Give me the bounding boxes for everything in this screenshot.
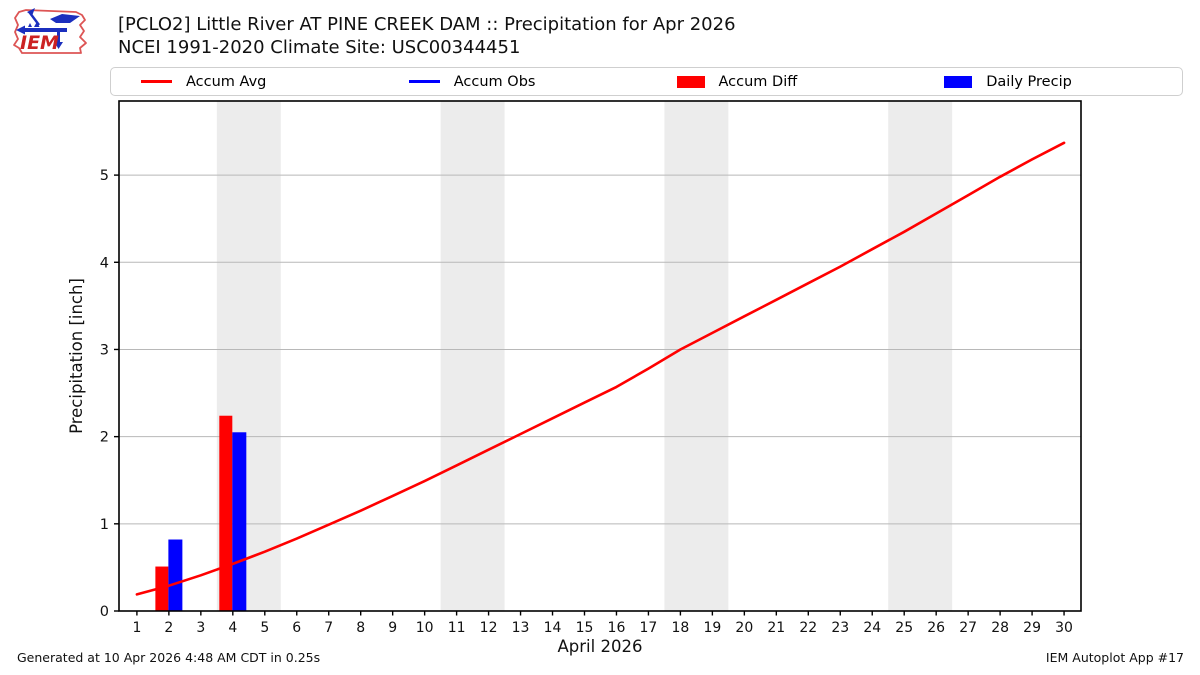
x-tick-label: 11 [448,620,466,636]
legend: Accum Avg Accum Obs Accum Diff Daily Pre… [110,67,1183,96]
y-tick-label: 3 [100,342,109,358]
x-tick-label: 12 [480,620,498,636]
accum-diff-rect-swatch [676,75,705,88]
x-tick-label: 25 [895,620,913,636]
legend-item-accum-obs: Accum Obs [379,74,647,90]
y-tick-label: 2 [100,430,109,446]
iem-logo-text: IEM [20,32,59,54]
x-tick-label: 8 [356,620,365,636]
page-title: [PCLO2] Little River AT PINE CREEK DAM :… [118,14,736,35]
x-tick-label: 5 [260,620,269,636]
x-tick-label: 16 [608,620,626,636]
accum-diff-bar [219,415,233,611]
app-credit: IEM Autoplot App #17 [1045,650,1184,665]
x-tick-label: 13 [512,620,530,636]
y-axis-label: Precipitation [inch] [67,278,86,434]
legend-label: Accum Obs [453,73,536,90]
daily-precip-bar [168,539,183,611]
x-tick-label: 10 [416,620,434,636]
legend-label: Accum Diff [718,73,798,90]
y-tick-label: 4 [100,255,109,271]
x-tick-label: 14 [544,620,562,636]
x-tick-label: 6 [292,620,301,636]
weathervane-icon [16,8,80,49]
legend-label: Daily Precip [986,73,1072,90]
weekend-band [440,101,505,611]
weekend-band [664,101,729,611]
daily-precip-bar [232,432,247,611]
daily-precip-rect-swatch [944,75,973,88]
x-tick-label: 7 [324,620,333,636]
y-tick-label: 1 [100,517,109,533]
x-tick-label: 1 [132,620,141,636]
x-tick-label: 24 [863,620,881,636]
chart-header: [PCLO2] Little River AT PINE CREEK DAM :… [118,13,736,59]
x-tick-label: 23 [831,620,849,636]
generated-timestamp: Generated at 10 Apr 2026 4:48 AM CDT in … [17,650,321,665]
accum-avg-line-swatch [141,80,172,83]
legend-item-accum-diff: Accum Diff [647,74,915,90]
x-tick-label: 20 [735,620,753,636]
x-tick-label: 4 [228,620,237,636]
weekend-band [888,101,953,611]
legend-item-daily-precip: Daily Precip [914,74,1182,90]
x-tick-label: 3 [196,620,205,636]
x-tick-label: 22 [799,620,817,636]
legend-label: Accum Avg [186,73,267,90]
accum-avg-line [135,141,1066,596]
legend-item-accum-avg: Accum Avg [111,74,379,90]
plot-border [118,100,1082,612]
x-tick-label: 17 [640,620,658,636]
x-tick-label: 2 [164,620,173,636]
page-subtitle: NCEI 1991-2020 Climate Site: USC00344451 [118,37,521,58]
x-tick-label: 18 [671,620,689,636]
x-tick-label: 29 [1023,620,1041,636]
x-tick-label: 19 [703,620,721,636]
iem-logo: IEM [13,8,87,54]
y-tick-label: 5 [100,168,109,184]
accum-obs-line-swatch [408,80,440,83]
x-tick-label: 9 [388,620,397,636]
y-tick-label: 0 [100,604,109,620]
x-tick-label: 15 [576,620,594,636]
x-tick-label: 26 [927,620,945,636]
x-tick-label: 21 [767,620,785,636]
x-axis-label: April 2026 [558,637,643,656]
x-tick-label: 30 [1055,620,1073,636]
x-tick-label: 28 [991,620,1009,636]
x-tick-label: 27 [959,620,977,636]
